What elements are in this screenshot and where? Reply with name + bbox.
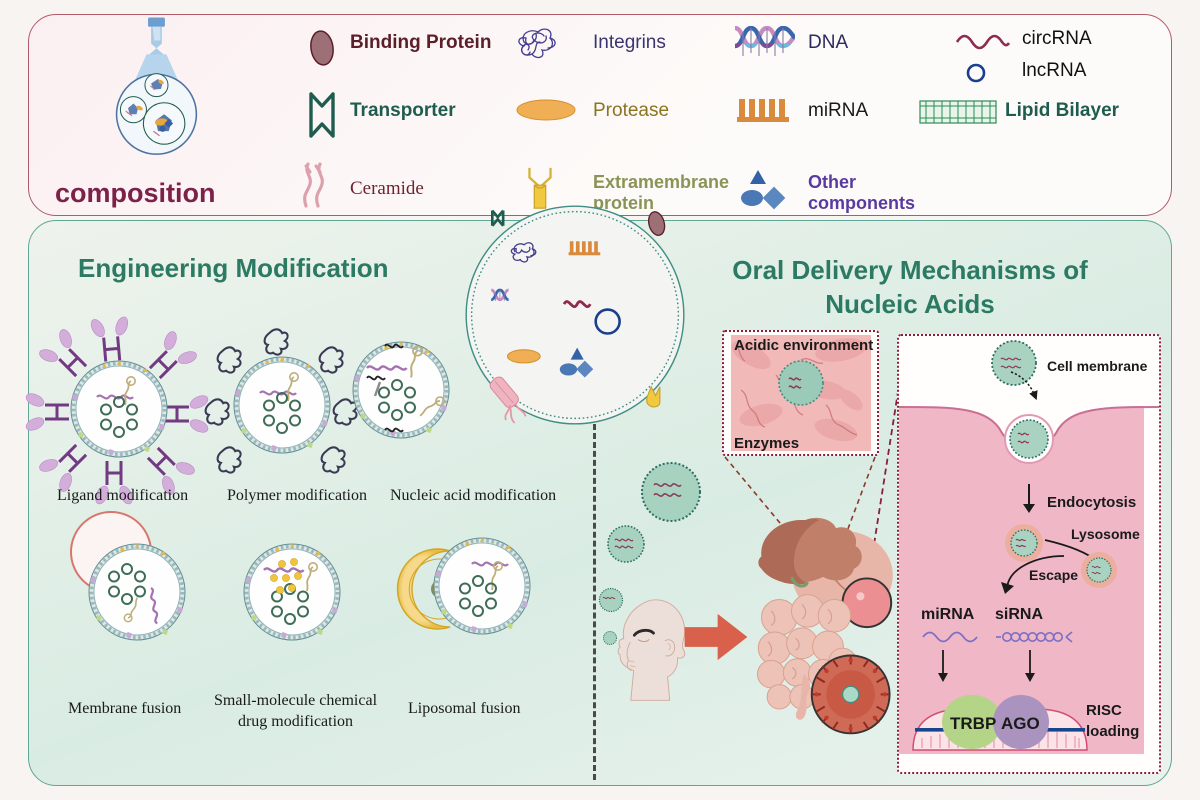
svg-text:AGO: AGO — [1001, 714, 1040, 733]
svg-text:TRBP: TRBP — [950, 714, 996, 733]
